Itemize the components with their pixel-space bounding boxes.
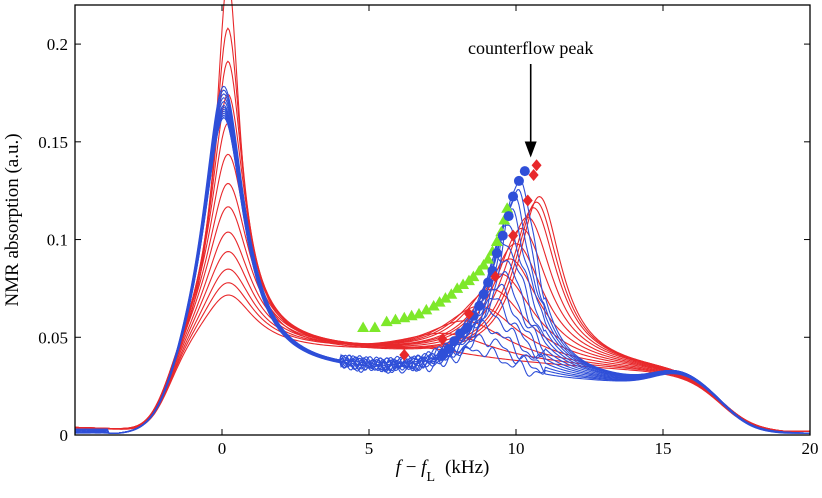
x-tick-label: 20 — [802, 439, 819, 458]
triangle-marker — [433, 296, 446, 307]
triangle-marker — [420, 303, 433, 315]
blue-curve-1 — [74, 85, 810, 434]
triangle-marker — [477, 258, 490, 270]
circle-marker — [513, 175, 524, 186]
triangle-marker — [467, 270, 480, 282]
y-tick-label: 0.1 — [47, 231, 68, 250]
red-curve-2 — [74, 27, 810, 432]
triangle-marker — [457, 278, 470, 289]
x-tick-label: 0 — [218, 439, 227, 458]
x-label-f: f — [396, 457, 404, 478]
annotation: counterflow peak — [468, 38, 593, 158]
triangle-marker — [498, 214, 511, 225]
triangle-marker — [451, 282, 464, 293]
y-tick-label: 0 — [60, 426, 69, 445]
circle-marker — [491, 248, 502, 259]
circle-marker — [478, 289, 489, 300]
circle-marker — [508, 191, 519, 202]
red-curve-4 — [74, 93, 810, 432]
red-curve-6 — [74, 153, 810, 432]
red-curve-9 — [74, 231, 810, 432]
diamond-marker — [437, 333, 448, 346]
triangle-marker — [389, 313, 402, 325]
y-tick-label: 0.05 — [38, 328, 68, 347]
triangle-marker — [427, 300, 440, 311]
y-axis-label: NMR absorption (a.u.) — [2, 133, 23, 306]
y-tick-label: 0.2 — [47, 35, 68, 54]
x-tick-label: 10 — [508, 439, 525, 458]
circle-marker — [503, 211, 514, 222]
triangle-marker — [501, 202, 514, 213]
circle-marker — [483, 277, 494, 288]
diamond-marker — [508, 229, 519, 242]
triangle-marker — [490, 235, 503, 246]
red-curve-11 — [74, 268, 810, 432]
x-label-minus: − — [401, 457, 421, 478]
triangle-marker — [445, 288, 458, 299]
circle-marker — [474, 301, 485, 311]
circle-marker — [443, 344, 454, 354]
red-curve-3 — [74, 60, 810, 432]
series-markers — [357, 159, 542, 361]
diamond-marker — [522, 194, 533, 207]
x-label-f-l: f — [421, 457, 429, 478]
diamond-marker — [528, 169, 539, 182]
triangle-marker — [357, 321, 370, 332]
triangle-marker — [482, 253, 495, 264]
annotation-arrow-head — [524, 141, 537, 158]
triangle-marker — [368, 321, 381, 332]
x-label-subscript: L — [426, 470, 435, 485]
circle-marker — [455, 328, 466, 339]
red-curve-7 — [74, 182, 810, 432]
triangle-marker — [439, 292, 452, 303]
counterflow-peak-label: counterflow peak — [468, 38, 593, 58]
circle-marker — [462, 322, 473, 333]
circle-marker — [449, 336, 460, 347]
x-tick-label: 15 — [655, 439, 672, 458]
circle-marker — [519, 166, 530, 177]
x-tick-label: 5 — [365, 439, 374, 458]
triangle-marker — [473, 264, 486, 276]
series-lines — [74, 0, 810, 434]
axis-ticks: 0 5 10 15 20 0 0.05 0.1 0.15 0.2 — [38, 5, 819, 458]
circle-marker — [497, 230, 508, 241]
triangle-marker — [380, 315, 393, 327]
diamond-marker — [531, 159, 542, 172]
x-label-unit: (kHz) — [445, 457, 489, 478]
triangle-marker — [412, 307, 425, 319]
x-axis-label: f − fL (kHz) — [396, 457, 490, 485]
diamond-marker — [399, 348, 410, 361]
plot-frame — [74, 4, 811, 436]
diamond-marker — [463, 307, 474, 320]
diamond-marker — [490, 270, 501, 283]
y-tick-label: 0.15 — [38, 133, 68, 152]
